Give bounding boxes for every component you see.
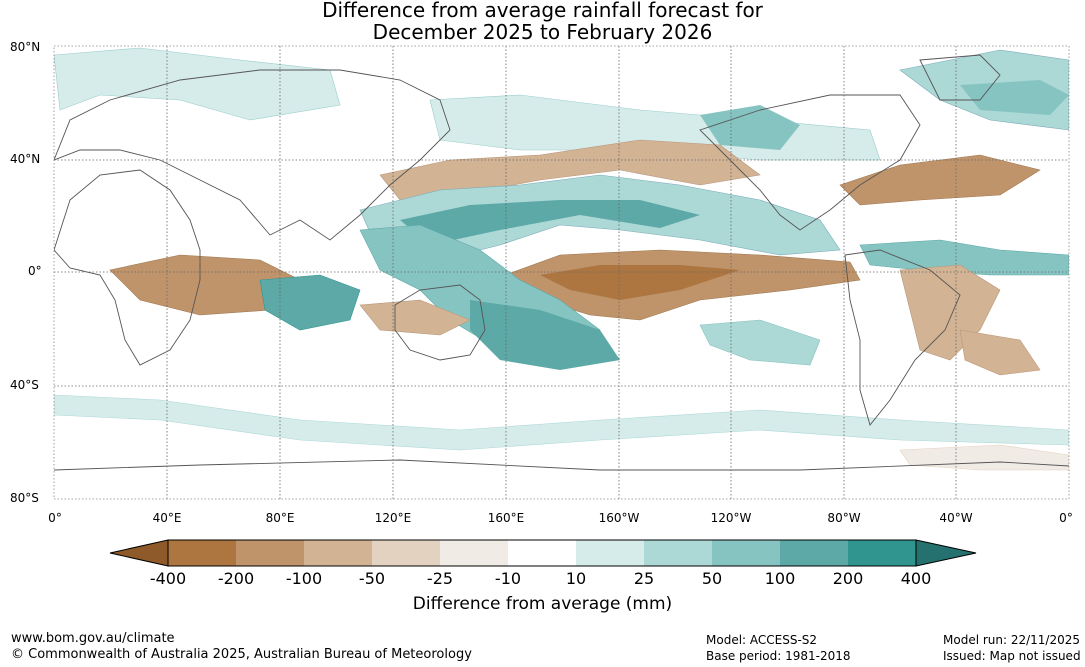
legend-swatch-100-200 xyxy=(780,540,848,566)
legend-tick-label: 50 xyxy=(701,569,723,588)
model-name: Model: ACCESS-S2 xyxy=(706,633,818,647)
map-frame xyxy=(53,45,1070,500)
dry-anomaly-south-atlantic xyxy=(959,329,1041,376)
legend-tick-label: -25 xyxy=(426,569,454,588)
legend-tick-label: 200 xyxy=(832,569,864,588)
legend-title: Difference from average (mm) xyxy=(412,594,673,614)
lat-label-80n: 80°N xyxy=(10,40,41,54)
lon-label-80w: 80°W xyxy=(827,511,861,525)
coastline-eurasia xyxy=(54,69,451,241)
wet-anomaly-equatorial-atlantic xyxy=(859,239,1069,276)
lat-label-40n: 40°N xyxy=(10,152,41,166)
legend-swatch-100-50 xyxy=(304,540,372,566)
legend-swatch-25-50 xyxy=(644,540,712,566)
colour-legend xyxy=(109,539,977,567)
legend-tick-label: -100 xyxy=(285,569,323,588)
legend-swatch-50-100 xyxy=(712,540,780,566)
graticule xyxy=(54,46,1069,499)
legend-tick-label: -10 xyxy=(494,569,522,588)
coastlines xyxy=(54,54,1069,471)
dry-anomaly-southern-australia xyxy=(359,299,471,336)
coastline-africa xyxy=(54,169,201,366)
coastline-south-america xyxy=(844,249,961,426)
legend-swatch-25-10 xyxy=(440,540,508,566)
lon-label-40w: 40°W xyxy=(939,511,973,525)
wet-anomaly-eastern-indian-ocean xyxy=(259,274,361,331)
legend-tick-label: 400 xyxy=(900,569,932,588)
coastline-greenland xyxy=(919,54,1001,101)
legend-swatch-200-100 xyxy=(236,540,304,566)
legend-tick-label: -200 xyxy=(217,569,255,588)
wet-anomaly-southern-ocean-band xyxy=(54,394,1069,451)
legend-tick-label: -50 xyxy=(358,569,386,588)
issued-status: Issued: Map not issued xyxy=(943,649,1081,663)
legend-swatch-200-400 xyxy=(848,540,916,566)
lon-label-40e: 40°E xyxy=(152,511,182,525)
lon-label-160e: 160°E xyxy=(487,511,525,525)
lat-label-40s: 40°S xyxy=(10,378,39,392)
lat-label-equator: 0° xyxy=(28,264,42,278)
lat-label-80s: 80°S xyxy=(10,491,39,505)
lon-label-0-east: 0° xyxy=(1059,511,1073,525)
map-title-line-1: Difference from average rainfall forecas… xyxy=(322,0,763,22)
copyright-notice: © Commonwealth of Australia 2025, Austra… xyxy=(11,647,472,662)
map-title-line-2: December 2025 to February 2026 xyxy=(372,20,713,44)
rainfall-anomaly-field xyxy=(54,47,1069,471)
coastline-australia xyxy=(394,284,486,361)
legend-swatch-10-25 xyxy=(576,540,644,566)
wet-anomaly-subtropical-north-pacific-core xyxy=(400,200,700,245)
wet-anomaly-south-pacific xyxy=(699,319,821,366)
coastline-antarctica xyxy=(54,459,1069,471)
legend-swatch-400-200 xyxy=(168,540,236,566)
legend-swatch-50-25 xyxy=(372,540,440,566)
coastline-north-america xyxy=(699,94,921,231)
lon-label-0-west: 0° xyxy=(48,511,62,525)
lon-label-120e: 120°E xyxy=(374,511,412,525)
dry-anomaly-equatorial-pacific-core xyxy=(540,265,740,300)
legend-tick-label: -400 xyxy=(149,569,187,588)
website-link[interactable]: www.bom.gov.au/climate xyxy=(11,631,175,646)
legend-tick-label: 10 xyxy=(565,569,587,588)
wet-anomaly-north-atlantic-core xyxy=(960,80,1069,115)
wet-anomaly-arctic-asia xyxy=(54,47,341,121)
legend-tick-label: 100 xyxy=(764,569,796,588)
legend-tick-label: 25 xyxy=(633,569,655,588)
legend-swatch-above-400 xyxy=(916,540,976,566)
lon-label-80e: 80°E xyxy=(265,511,295,525)
dry-anomaly-north-atlantic xyxy=(839,154,1041,206)
model-run-date: Model run: 22/11/2025 xyxy=(943,633,1081,647)
legend-swatch-below-400 xyxy=(110,540,168,566)
base-period: Base period: 1981-2018 xyxy=(706,649,851,663)
lon-label-160w: 160°W xyxy=(598,511,640,525)
lon-label-120w: 120°W xyxy=(710,511,752,525)
wet-anomaly-southwest-pacific xyxy=(470,300,620,370)
legend-swatch-10-10 xyxy=(508,540,576,566)
wet-anomaly-alaska xyxy=(700,105,800,150)
